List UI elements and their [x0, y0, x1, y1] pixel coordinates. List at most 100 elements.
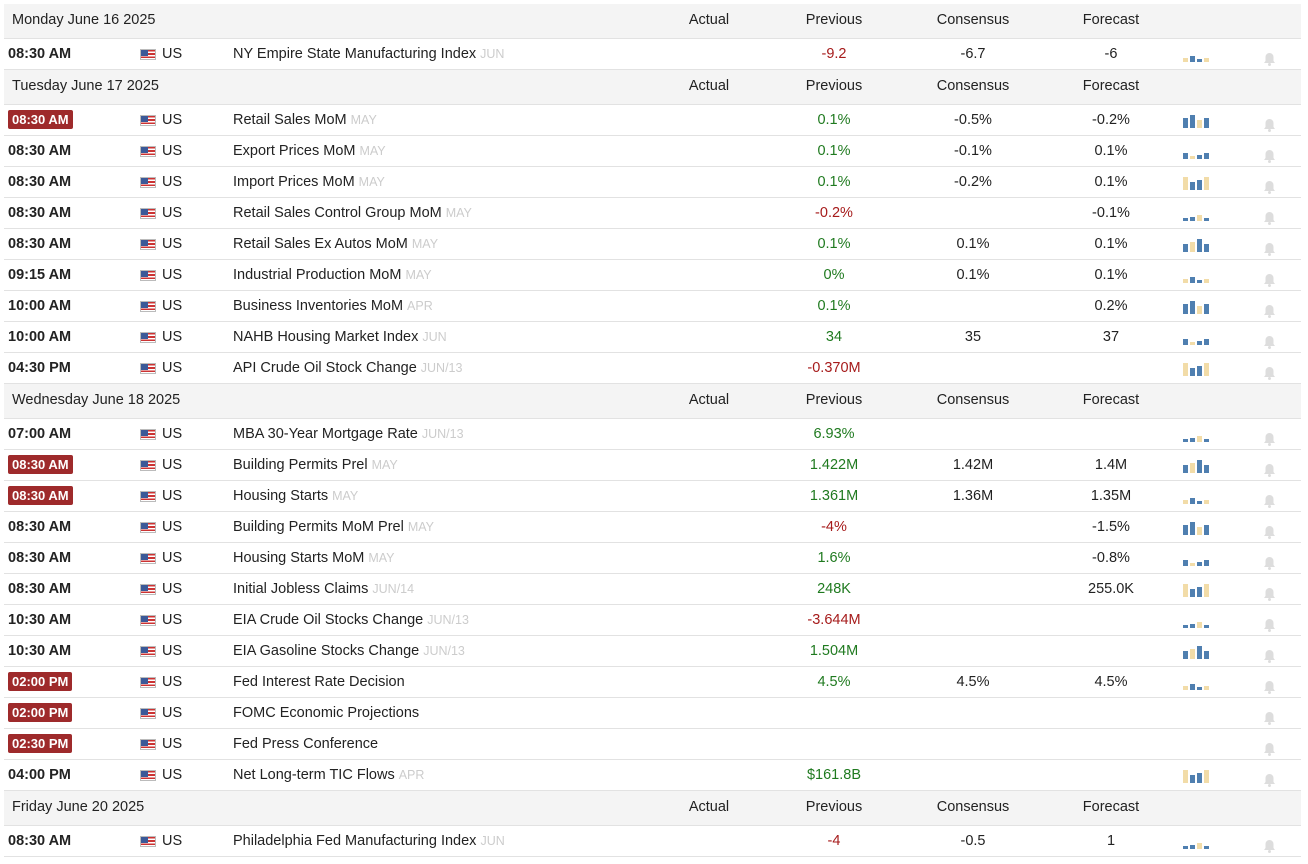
previous-value: 0.1%: [817, 298, 851, 314]
event-name: Export Prices MoM MAY: [233, 136, 386, 166]
alert-bell[interactable]: [1263, 206, 1276, 225]
alert-bell[interactable]: [1263, 675, 1276, 694]
event-row: 08:30 AM US Retail Sales MoM MAY 0.1% -0.5% -0…: [4, 105, 1301, 136]
day-date: Friday June 20 2025: [12, 799, 145, 815]
previous-value: 0.1%: [817, 174, 851, 190]
event-name: Retail Sales Control Group MoM MAY: [233, 198, 472, 228]
event-period: JUN/13: [421, 427, 464, 441]
sparkline-icon: [1183, 145, 1215, 159]
consensus-value: 1.36M: [952, 488, 994, 504]
alert-bell[interactable]: [1263, 175, 1276, 194]
country: US: [162, 488, 183, 504]
column-header: Forecast: [1082, 392, 1140, 408]
event-name: Retail Sales Ex Autos MoM MAY: [233, 229, 438, 259]
previous-value: -4: [827, 833, 841, 849]
alert-bell[interactable]: [1263, 47, 1276, 66]
event-time: 08:30 AM: [8, 519, 72, 535]
event-title: Retail Sales Ex Autos MoM: [233, 236, 408, 252]
event-title: Housing Starts MoM: [233, 550, 365, 566]
alert-bell[interactable]: [1263, 458, 1276, 477]
alert-bell[interactable]: [1263, 330, 1276, 349]
previous-value: 0.1%: [817, 236, 851, 252]
flag-icon: [140, 646, 156, 657]
country: US: [162, 112, 183, 128]
column-header: Consensus: [936, 78, 1010, 94]
event-name: FOMC Economic Projections: [233, 698, 419, 728]
alert-bell[interactable]: [1263, 361, 1276, 380]
event-time: 08:30 AM: [8, 581, 72, 597]
event-period: JUN: [480, 834, 505, 848]
consensus-value: -0.5: [960, 833, 986, 849]
event-period: JUN/13: [420, 361, 463, 375]
previous-value: 1.6%: [817, 550, 851, 566]
consensus-value: 1.42M: [952, 457, 994, 473]
alert-bell[interactable]: [1263, 644, 1276, 663]
flag-icon: [140, 239, 156, 250]
country: US: [162, 426, 183, 442]
event-row: 04:00 PM US Net Long-term TIC Flows APR $161…: [4, 760, 1301, 791]
event-name: Philadelphia Fed Manufacturing Index JUN: [233, 826, 505, 856]
event-name: Initial Jobless Claims JUN/14: [233, 574, 414, 604]
alert-bell[interactable]: [1263, 427, 1276, 446]
event-period: JUN/13: [427, 613, 469, 627]
alert-bell[interactable]: [1263, 551, 1276, 570]
sparkline-icon: [1183, 300, 1215, 314]
day-date: Monday June 16 2025: [12, 12, 156, 28]
event-title: Retail Sales MoM: [233, 112, 347, 128]
country: US: [162, 767, 183, 783]
country: US: [162, 674, 183, 690]
alert-bell[interactable]: [1263, 268, 1276, 287]
time-badge: 02:00 PM: [8, 672, 73, 691]
flag-icon: [140, 115, 156, 126]
flag-icon: [140, 677, 156, 688]
previous-value: -0.2%: [815, 205, 853, 221]
alert-bell[interactable]: [1263, 768, 1276, 787]
event-name: Building Permits Prel MAY: [233, 450, 398, 480]
event-title: Building Permits MoM Prel: [233, 519, 404, 535]
alert-bell[interactable]: [1263, 237, 1276, 256]
flag-icon: [140, 270, 156, 281]
flag-icon: [140, 177, 156, 188]
event-time: 04:30 PM: [8, 360, 71, 376]
forecast-value: -6: [1104, 46, 1118, 62]
alert-bell[interactable]: [1263, 582, 1276, 601]
event-time: 02:00 PM: [8, 667, 73, 697]
event-time: 02:00 PM: [8, 698, 73, 728]
previous-value: 0.1%: [817, 112, 851, 128]
alert-bell[interactable]: [1263, 613, 1276, 632]
column-header: Forecast: [1082, 12, 1140, 28]
event-row: 08:30 AM US Initial Jobless Claims JUN/14 24…: [4, 574, 1301, 605]
event-row: 08:30 AM US Housing Starts MoM MAY 1.6% -0.8%: [4, 543, 1301, 574]
sparkline-icon: [1183, 176, 1215, 190]
forecast-value: 1: [1106, 833, 1116, 849]
alert-bell[interactable]: [1263, 737, 1276, 756]
event-time: 04:00 PM: [8, 767, 71, 783]
country: US: [162, 705, 183, 721]
flag-icon: [140, 522, 156, 533]
alert-bell[interactable]: [1263, 299, 1276, 318]
alert-bell[interactable]: [1263, 834, 1276, 853]
alert-bell[interactable]: [1263, 489, 1276, 508]
event-time: 08:30 AM: [8, 105, 73, 135]
flag-icon: [140, 429, 156, 440]
column-header: Actual: [688, 392, 730, 408]
sparkline-icon: [1183, 48, 1215, 62]
event-name: Building Permits MoM Prel MAY: [233, 512, 434, 542]
column-header: Actual: [688, 78, 730, 94]
forecast-value: 0.1%: [1094, 236, 1128, 252]
consensus-value: -6.7: [960, 46, 986, 62]
event-row: 08:30 AM US Export Prices MoM MAY 0.1% -0.1% 0…: [4, 136, 1301, 167]
alert-bell[interactable]: [1263, 520, 1276, 539]
previous-value: -3.644M: [807, 612, 861, 628]
sparkline-icon: [1183, 614, 1215, 628]
country: US: [162, 174, 183, 190]
alert-bell[interactable]: [1263, 113, 1276, 132]
previous-value: 6.93%: [813, 426, 855, 442]
flag-icon: [140, 363, 156, 374]
alert-bell[interactable]: [1263, 144, 1276, 163]
forecast-value: 0.1%: [1094, 174, 1128, 190]
consensus-value: 35: [964, 329, 982, 345]
flag-icon: [140, 301, 156, 312]
event-row: 08:30 AM US NY Empire State Manufacturing …: [4, 39, 1301, 70]
alert-bell[interactable]: [1263, 706, 1276, 725]
